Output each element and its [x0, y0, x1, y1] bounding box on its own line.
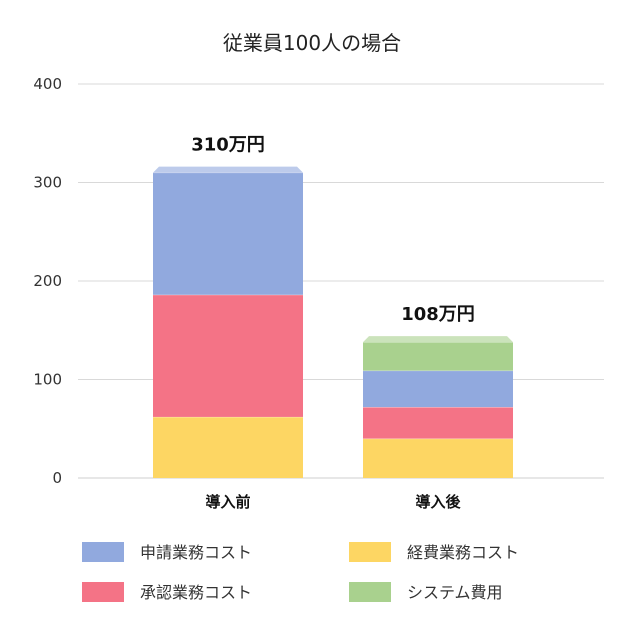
y-tick-label: 0	[52, 469, 62, 487]
legend-label: システム費用	[407, 583, 503, 602]
legend-swatch	[82, 542, 124, 562]
x-category-label: 導入前	[205, 493, 250, 511]
bar-segment	[153, 172, 303, 295]
legend-swatch	[349, 582, 391, 602]
y-tick-label: 300	[33, 174, 62, 192]
bar-segment	[363, 438, 513, 478]
bar-top-cap	[153, 166, 303, 173]
bar-segment	[153, 294, 303, 417]
bar-total-label: 310万円	[191, 135, 265, 156]
x-category-label: 導入後	[415, 493, 461, 511]
y-tick-label: 400	[33, 75, 62, 93]
bar-total-label: 108万円	[401, 304, 475, 325]
y-tick-label: 200	[33, 272, 62, 290]
legend-swatch	[82, 582, 124, 602]
bar-top-cap	[363, 336, 513, 343]
legend-item: システム費用	[349, 582, 503, 602]
legend-label: 申請業務コスト	[140, 543, 252, 562]
legend-item: 経費業務コスト	[349, 542, 519, 562]
bar-segment	[363, 370, 513, 408]
bar-segment	[153, 416, 303, 478]
legend-label: 承認業務コスト	[140, 583, 252, 602]
bar-segment	[363, 407, 513, 439]
legend-item: 承認業務コスト	[82, 582, 252, 602]
legend-swatch	[349, 542, 391, 562]
y-tick-label: 100	[33, 371, 62, 389]
chart-title: 従業員100人の場合	[223, 31, 401, 55]
legend-label: 経費業務コスト	[407, 543, 519, 562]
legend-item: 申請業務コスト	[82, 542, 252, 562]
bar-segment	[363, 342, 513, 371]
